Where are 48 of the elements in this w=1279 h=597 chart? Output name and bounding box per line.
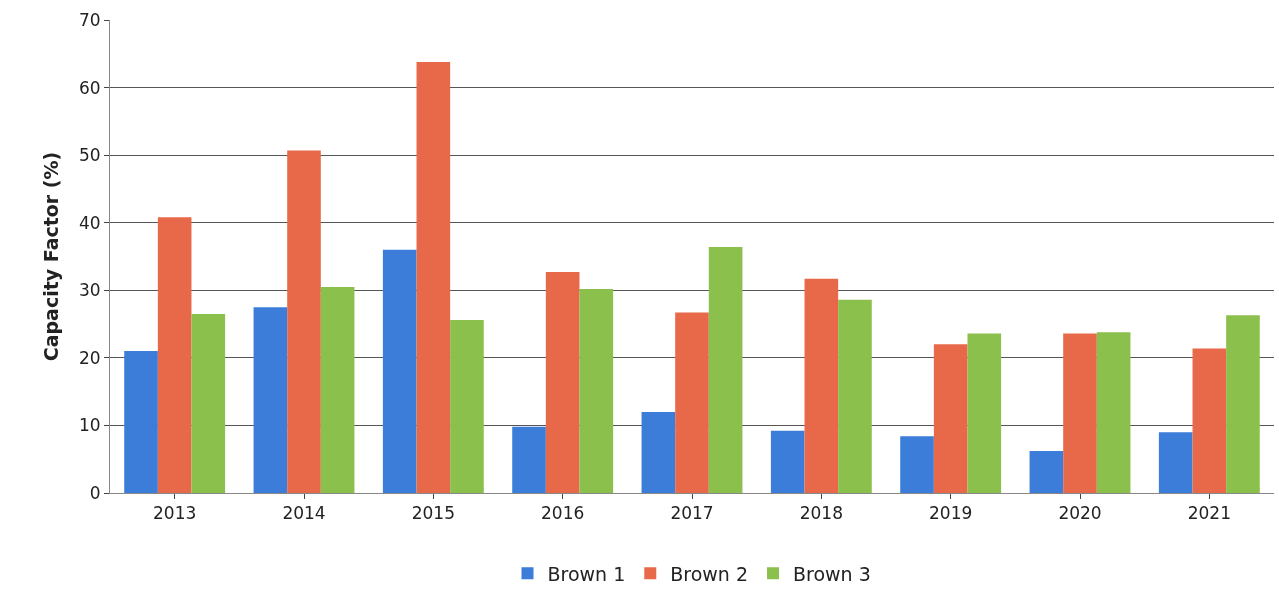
legend-label: Brown 3 bbox=[793, 562, 871, 585]
x-tick-label: 2014 bbox=[282, 503, 326, 524]
x-tick-label: 2020 bbox=[1058, 503, 1102, 524]
bar bbox=[253, 307, 288, 493]
y-tick-label: 30 bbox=[78, 280, 101, 301]
bar bbox=[708, 247, 743, 493]
y-tick-label: 60 bbox=[78, 77, 101, 98]
bar bbox=[1063, 333, 1097, 493]
legend-label: Brown 2 bbox=[670, 562, 749, 585]
bar bbox=[933, 344, 968, 493]
x-tick-label: 2019 bbox=[929, 503, 973, 524]
x-tick-label: 2015 bbox=[411, 503, 455, 524]
bar bbox=[641, 411, 676, 493]
y-axis-title: Capacity Factor (%) bbox=[39, 151, 62, 362]
bar bbox=[838, 299, 872, 493]
bar bbox=[770, 430, 805, 493]
y-tick-label: 50 bbox=[78, 145, 101, 166]
bar bbox=[967, 333, 1002, 493]
x-tick-label: 2018 bbox=[799, 503, 843, 524]
y-tick-label: 10 bbox=[78, 415, 101, 436]
bar bbox=[1096, 332, 1131, 493]
bar bbox=[157, 217, 192, 493]
bar bbox=[512, 426, 546, 493]
bar bbox=[579, 288, 614, 493]
bar bbox=[1226, 315, 1260, 493]
x-tick-label: 2021 bbox=[1187, 503, 1231, 524]
bar bbox=[382, 249, 417, 493]
y-tick-label: 40 bbox=[78, 212, 101, 233]
bar bbox=[900, 436, 934, 493]
bar bbox=[287, 150, 321, 493]
bar bbox=[450, 320, 484, 493]
y-tick-label: 0 bbox=[89, 482, 101, 503]
x-tick-label: 2013 bbox=[153, 503, 197, 524]
bar bbox=[675, 312, 709, 493]
bar bbox=[804, 278, 839, 493]
bar bbox=[124, 351, 158, 493]
bar bbox=[320, 286, 355, 493]
bar bbox=[545, 272, 580, 493]
y-tick-label: 70 bbox=[78, 9, 101, 30]
x-tick-label: 2016 bbox=[541, 503, 585, 524]
bar bbox=[1029, 451, 1064, 493]
y-tick-label: 20 bbox=[78, 347, 101, 368]
legend-label: Brown 1 bbox=[547, 562, 626, 585]
bar bbox=[1192, 348, 1227, 493]
bar bbox=[191, 313, 226, 493]
bar bbox=[416, 61, 451, 493]
x-tick-label: 2017 bbox=[670, 503, 714, 524]
bar bbox=[1158, 432, 1193, 493]
